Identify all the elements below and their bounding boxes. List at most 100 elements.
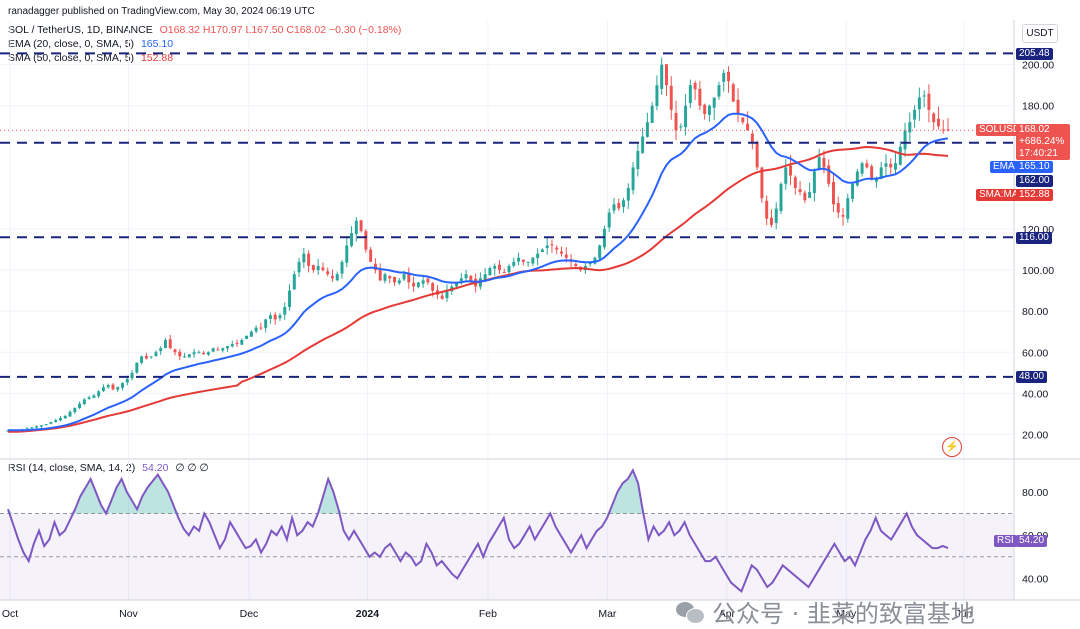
- candle-body: [540, 249, 544, 253]
- price-tick-label: 100.00: [1022, 265, 1054, 277]
- candle-body: [684, 105, 688, 128]
- candle-body: [345, 245, 349, 263]
- candle-body: [898, 146, 902, 165]
- time-tick-label: Mar: [598, 608, 617, 620]
- sma-legend[interactable]: SMA (50, close, 0, SMA, 5) 152.88: [8, 52, 173, 64]
- candle-body: [125, 378, 129, 383]
- candle-body: [746, 123, 750, 131]
- candle-body: [617, 203, 621, 209]
- candle-body: [459, 278, 463, 282]
- watermark-text: 公众号 · 韭菜的致富基地: [712, 600, 975, 628]
- candle-body: [192, 352, 196, 355]
- candle-body: [817, 157, 821, 169]
- candle-body: [469, 275, 473, 281]
- candle-body: [416, 282, 420, 287]
- symbol-legend[interactable]: SOL / TetherUS, 1D, BINANCE O168.32 H170…: [8, 24, 401, 36]
- candle-body: [359, 220, 363, 232]
- rsi-legend[interactable]: RSI (14, close, SMA, 14, 2) 54.20 ∅ ∅ ∅: [8, 462, 209, 474]
- ema-legend-label: EMA (20, close, 0, SMA, 5): [8, 38, 135, 50]
- candle-body: [268, 315, 272, 319]
- candle-body: [378, 269, 382, 281]
- candle-body: [63, 415, 67, 419]
- candle-body: [216, 349, 220, 351]
- tag-level-116: 116.00: [1016, 232, 1052, 244]
- candle-body: [240, 339, 244, 345]
- candle-body: [669, 85, 673, 110]
- ohlc-close: C168.02: [286, 24, 327, 36]
- candle-body: [808, 192, 812, 198]
- candle-body: [302, 253, 306, 263]
- time-tick-label: Dec: [240, 608, 259, 620]
- candle-body: [445, 290, 449, 299]
- candle-body: [483, 274, 487, 280]
- candle-body: [641, 136, 645, 153]
- candle-body: [502, 271, 506, 273]
- candle-body: [497, 264, 501, 271]
- candle-body: [917, 97, 921, 110]
- candle-body: [121, 383, 124, 388]
- tag-ema: EMA: [990, 161, 1018, 173]
- candle-body: [932, 113, 936, 123]
- tag-rsi: RSI: [994, 535, 1017, 547]
- candle-body: [206, 352, 210, 355]
- candle-body: [922, 95, 926, 97]
- candle-body: [521, 259, 525, 262]
- candle-body: [722, 72, 726, 82]
- candle-body: [159, 348, 163, 352]
- time-tick-label: Jun: [955, 608, 972, 620]
- currency-badge[interactable]: USDT: [1022, 24, 1058, 43]
- candle-body: [765, 200, 769, 219]
- candle-body: [717, 85, 721, 97]
- candle-body: [316, 265, 320, 271]
- ema-legend[interactable]: EMA (20, close, 0, SMA, 5) 165.10: [8, 38, 173, 50]
- lightning-icon[interactable]: ⚡: [942, 437, 962, 457]
- candle-body: [512, 261, 516, 266]
- rsi-legend-extra: ∅ ∅ ∅: [175, 462, 209, 474]
- candle-body: [622, 200, 626, 207]
- candle-body: [698, 88, 702, 106]
- tag-level-48: 48.00: [1016, 371, 1048, 383]
- candle-body: [259, 327, 263, 329]
- ohlc-low: L167.50: [245, 24, 284, 36]
- candle-body: [288, 290, 292, 307]
- candle-body: [330, 276, 334, 279]
- candle-body: [755, 141, 759, 168]
- rsi-tick-label: 40.00: [1022, 573, 1048, 585]
- watermark: 公众号 · 韭菜的致富基地: [676, 594, 975, 629]
- ohlc-open: O168.32: [159, 24, 200, 36]
- candle-body: [154, 352, 158, 357]
- candle-body: [273, 314, 277, 320]
- candle-body: [354, 220, 358, 234]
- candle-body: [798, 189, 802, 193]
- candle-body: [679, 126, 683, 128]
- candle-body: [78, 403, 82, 409]
- candle-body: [927, 93, 931, 110]
- candle-body: [693, 82, 697, 90]
- candle-body: [369, 249, 373, 262]
- sma-legend-label: SMA (50, close, 0, SMA, 5): [8, 52, 135, 64]
- candle-body: [517, 257, 521, 262]
- candle-body: [660, 64, 664, 89]
- price-tick-label: 40.00: [1022, 388, 1048, 400]
- candle-body: [292, 274, 296, 290]
- tag-price-block: 168.02 +686.24% 17:40:21: [1016, 124, 1070, 160]
- candle-body: [221, 348, 225, 351]
- symbol-title: SOL / TetherUS, 1D, BINANCE: [8, 24, 153, 36]
- candle-body: [493, 265, 497, 269]
- candle-body: [59, 418, 62, 421]
- candle-body: [426, 278, 430, 283]
- candle-body: [35, 426, 39, 428]
- price-tick-label: 80.00: [1022, 306, 1048, 318]
- candle-body: [92, 395, 96, 398]
- candle-body: [612, 204, 616, 211]
- candle-body: [25, 428, 29, 430]
- candle-body: [130, 372, 134, 379]
- candle-body: [774, 208, 778, 223]
- candle-body: [664, 64, 668, 86]
- candle-body: [727, 71, 730, 82]
- candles-layer: [6, 57, 950, 433]
- candle-body: [812, 171, 816, 194]
- candle-body: [202, 352, 206, 355]
- candle-body: [39, 425, 43, 427]
